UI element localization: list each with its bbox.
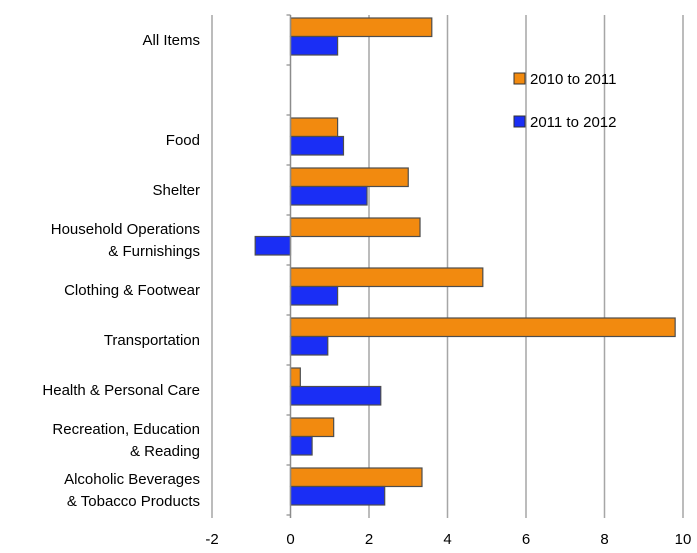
bar-series-1 xyxy=(289,17,433,38)
bar-series-2 xyxy=(289,385,382,406)
x-tick-label: -2 xyxy=(205,531,218,548)
category-label: Recreation, Education xyxy=(52,421,200,438)
category-label: & Reading xyxy=(130,443,200,460)
bar-series-1 xyxy=(289,217,421,238)
category-label: & Tobacco Products xyxy=(67,493,200,510)
bar-series-2 xyxy=(289,485,386,506)
bar-series-2 xyxy=(289,435,313,456)
legend-swatch xyxy=(513,72,526,85)
legend: 2010 to 2011 2011 to 2012 xyxy=(513,71,616,131)
bar-series-1 xyxy=(289,117,339,138)
category-label: Transportation xyxy=(104,332,200,349)
bar-series-1 xyxy=(289,417,335,438)
legend-swatch xyxy=(513,115,526,128)
bar-series-1 xyxy=(289,367,301,388)
grid-layer xyxy=(211,15,684,518)
category-label: Alcoholic Beverages xyxy=(64,471,200,488)
bar-series-2 xyxy=(289,135,345,156)
bar-series-1 xyxy=(289,467,423,488)
bar-series-1 xyxy=(289,317,676,338)
x-tick-label: 6 xyxy=(522,531,530,548)
label-layer: -2 0 2 4 6 8 10 All Items Food Shelter Household O… xyxy=(42,32,691,548)
x-tick-label: 0 xyxy=(286,531,294,548)
category-label: All Items xyxy=(142,32,200,49)
legend-label: 2011 to 2012 xyxy=(530,114,616,131)
bar-series-2 xyxy=(289,185,368,206)
category-label: Health & Personal Care xyxy=(42,382,200,399)
bar-series-1 xyxy=(289,267,484,288)
legend-label: 2010 to 2011 xyxy=(530,71,616,88)
category-label: Household Operations xyxy=(51,221,200,238)
axis-layer xyxy=(286,14,292,518)
bar-layer xyxy=(254,17,676,506)
x-tick-label: 10 xyxy=(675,531,692,548)
category-label: & Furnishings xyxy=(108,243,200,260)
category-label: Food xyxy=(166,132,200,149)
bar-series-2 xyxy=(289,335,329,356)
bar-series-1 xyxy=(289,167,409,188)
bar-series-2 xyxy=(254,235,292,256)
category-label: Clothing & Footwear xyxy=(64,282,200,299)
x-tick-label: 2 xyxy=(365,531,373,548)
bar-series-2 xyxy=(289,285,339,306)
x-tick-label: 8 xyxy=(600,531,608,548)
category-label: Shelter xyxy=(152,182,200,199)
x-tick-label: 4 xyxy=(443,531,451,548)
bar-series-2 xyxy=(289,35,339,56)
